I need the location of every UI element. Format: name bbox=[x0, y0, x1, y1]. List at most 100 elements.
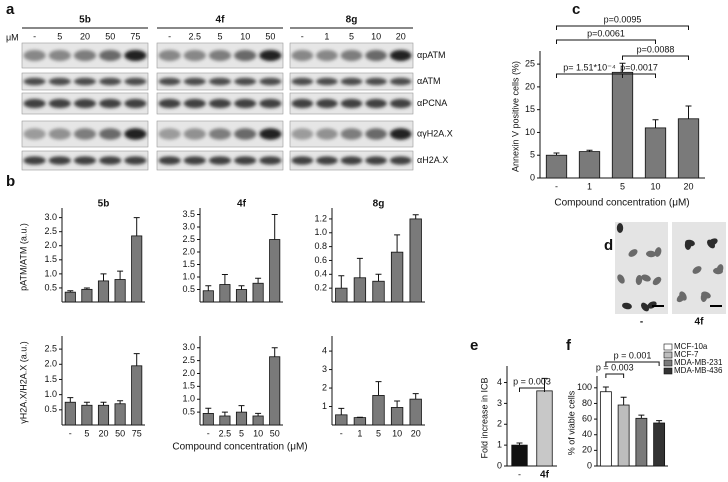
significance-label: p=0.0095 bbox=[604, 14, 642, 24]
blot-band bbox=[124, 50, 147, 61]
y-tick-label: 15 bbox=[525, 104, 535, 114]
bar bbox=[235, 411, 248, 426]
significance-label: p= 1.51*10⁻⁴ bbox=[563, 62, 616, 72]
error-bar bbox=[271, 347, 278, 357]
blot-band bbox=[259, 77, 282, 86]
blot-band bbox=[158, 156, 181, 165]
y-tick-label: 2 bbox=[322, 382, 327, 392]
blot-band bbox=[340, 77, 363, 86]
blot-band bbox=[389, 98, 412, 109]
y-tick-label: 20 bbox=[582, 445, 592, 455]
cell bbox=[628, 249, 638, 257]
x-tick-label: 50 bbox=[270, 428, 280, 438]
y-tick-label: 2.0 bbox=[44, 240, 57, 250]
bar bbox=[97, 280, 110, 303]
y-tick-label: 4 bbox=[322, 345, 327, 355]
bar bbox=[511, 444, 528, 467]
error-bar bbox=[83, 287, 90, 290]
cell bbox=[652, 276, 662, 286]
cell bbox=[679, 291, 687, 301]
antibody-label: αH2A.X bbox=[417, 155, 448, 165]
blot-band bbox=[158, 77, 181, 86]
x-tick-label: 5 bbox=[239, 428, 244, 438]
blot-band bbox=[23, 50, 46, 61]
blot-band bbox=[316, 77, 338, 86]
y-tick-label: 1 bbox=[497, 440, 502, 450]
lane-label: 20 bbox=[396, 31, 406, 41]
micrograph-caption: - bbox=[640, 317, 643, 328]
blot-band bbox=[291, 77, 314, 86]
y-tick-label: 0 bbox=[497, 460, 502, 470]
blot-band bbox=[99, 50, 122, 61]
bar bbox=[599, 391, 612, 467]
blot-band bbox=[23, 128, 46, 140]
y-tick-label: 1.0 bbox=[314, 227, 327, 237]
legend-label: MDA-MB-231 bbox=[674, 358, 723, 367]
cell bbox=[701, 291, 711, 299]
blot-band bbox=[389, 50, 412, 61]
cell bbox=[692, 266, 702, 274]
error-bar bbox=[221, 274, 228, 285]
antibody-label: αpATM bbox=[417, 50, 446, 60]
blot-group-label: 5b bbox=[79, 15, 91, 26]
blot-band bbox=[124, 98, 147, 109]
blot-band bbox=[73, 128, 97, 140]
y-tick-label: 2.5 bbox=[44, 343, 57, 353]
blot-band bbox=[365, 156, 387, 165]
antibody-label: αATM bbox=[417, 76, 441, 86]
blot-band bbox=[124, 128, 147, 140]
blot-band bbox=[183, 50, 206, 61]
cell bbox=[654, 247, 662, 257]
error-bar bbox=[205, 407, 212, 414]
error-bar bbox=[375, 381, 382, 396]
x-tick-label: 10 bbox=[392, 428, 402, 438]
blot-band bbox=[73, 50, 97, 61]
error-bar bbox=[221, 411, 228, 416]
blot-band bbox=[48, 98, 71, 109]
blot-band bbox=[365, 128, 387, 140]
blot-band bbox=[365, 77, 387, 86]
x-tick-label: 10 bbox=[253, 428, 263, 438]
panel-label: b bbox=[6, 173, 15, 190]
panel-label: f bbox=[566, 337, 572, 354]
y-tick-label: 3.0 bbox=[182, 221, 195, 231]
error-bar bbox=[133, 353, 140, 366]
error-bar bbox=[255, 277, 262, 284]
blot-band bbox=[48, 156, 71, 165]
x-tick-label: 50 bbox=[115, 428, 125, 438]
bar bbox=[353, 277, 367, 303]
antibody-label: αγH2A.X bbox=[417, 128, 453, 138]
x-tick-label: 20 bbox=[98, 428, 108, 438]
x-tick-label: - bbox=[555, 181, 558, 191]
legend-swatch bbox=[663, 367, 673, 375]
bar bbox=[335, 414, 348, 426]
error-bar bbox=[602, 386, 609, 392]
lane-label: - bbox=[301, 31, 304, 41]
y-tick-label: 25 bbox=[525, 58, 535, 68]
cell bbox=[708, 238, 718, 246]
blot-band bbox=[340, 128, 363, 140]
cell bbox=[646, 250, 656, 258]
bar bbox=[409, 398, 422, 426]
x-tick-label: 4f bbox=[540, 470, 550, 481]
micrograph bbox=[615, 222, 668, 314]
blot-band bbox=[316, 156, 338, 165]
blot-band bbox=[99, 77, 122, 86]
lane-label: - bbox=[168, 31, 171, 41]
x-tick-label: - bbox=[207, 428, 210, 438]
x-tick-label: 5 bbox=[84, 428, 89, 438]
y-tick-label: 1 bbox=[322, 401, 327, 411]
lane-label: 2.5 bbox=[189, 31, 202, 41]
blot-band bbox=[291, 128, 314, 140]
y-tick-label: 1.5 bbox=[44, 374, 57, 384]
panel-label: d bbox=[604, 237, 613, 254]
blot-band bbox=[183, 77, 206, 86]
blot-group-label: 8g bbox=[346, 15, 358, 26]
x-tick-label: 20 bbox=[411, 428, 421, 438]
error-bar bbox=[338, 407, 345, 415]
error-bar bbox=[238, 285, 245, 290]
bar bbox=[252, 415, 264, 426]
bar bbox=[114, 403, 126, 426]
significance-bracket bbox=[519, 387, 545, 392]
